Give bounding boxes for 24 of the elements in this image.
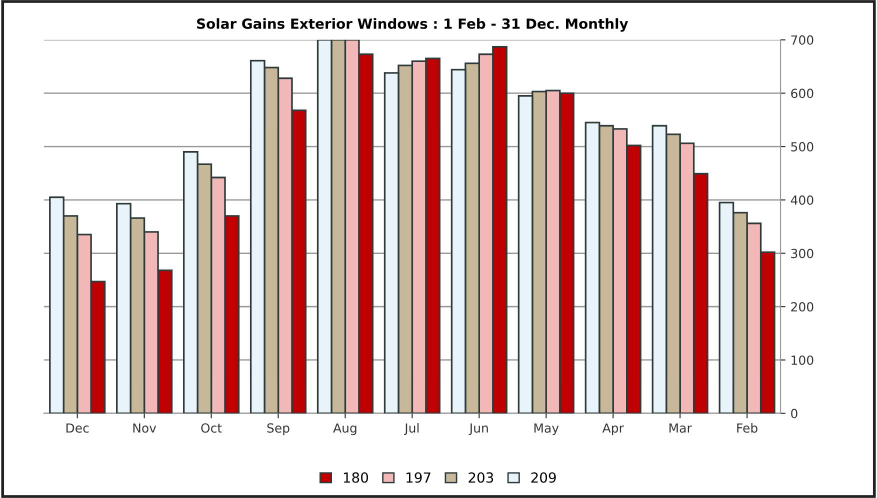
y-tick-label: 200: [791, 302, 814, 312]
y-tick-label: 0: [791, 408, 798, 418]
x-tick-label: Aug: [333, 423, 356, 436]
x-tick-label: Feb: [737, 423, 758, 433]
y-tick-label: 500: [791, 142, 814, 152]
x-tick-label: May: [534, 423, 559, 436]
legend-label: 203: [468, 472, 494, 483]
legend-label: 209: [531, 472, 556, 483]
y-tick-label: 100: [792, 355, 814, 365]
x-tick-label: Apr: [602, 423, 624, 436]
x-tick-label: Oct: [201, 423, 222, 433]
y-tick-label: 700: [791, 35, 814, 45]
x-tick-label: Jul: [404, 423, 419, 436]
x-tick-label: Mar: [670, 423, 692, 433]
legend-label: 180: [344, 472, 368, 483]
x-tick-label: Dec: [66, 423, 89, 433]
y-tick-label: 300: [791, 248, 814, 258]
x-tick-label: Nov: [133, 423, 156, 433]
x-tick-label: Jun: [468, 423, 488, 436]
chart-title: Solar Gains Exterior Windows : 1 Feb - 31 Dec. Monthly: [197, 18, 628, 32]
legend-label: 197: [406, 472, 430, 483]
y-tick-label: 600: [791, 88, 814, 98]
x-tick-label: Sep: [267, 423, 290, 436]
y-tick-label: 400: [790, 195, 814, 205]
